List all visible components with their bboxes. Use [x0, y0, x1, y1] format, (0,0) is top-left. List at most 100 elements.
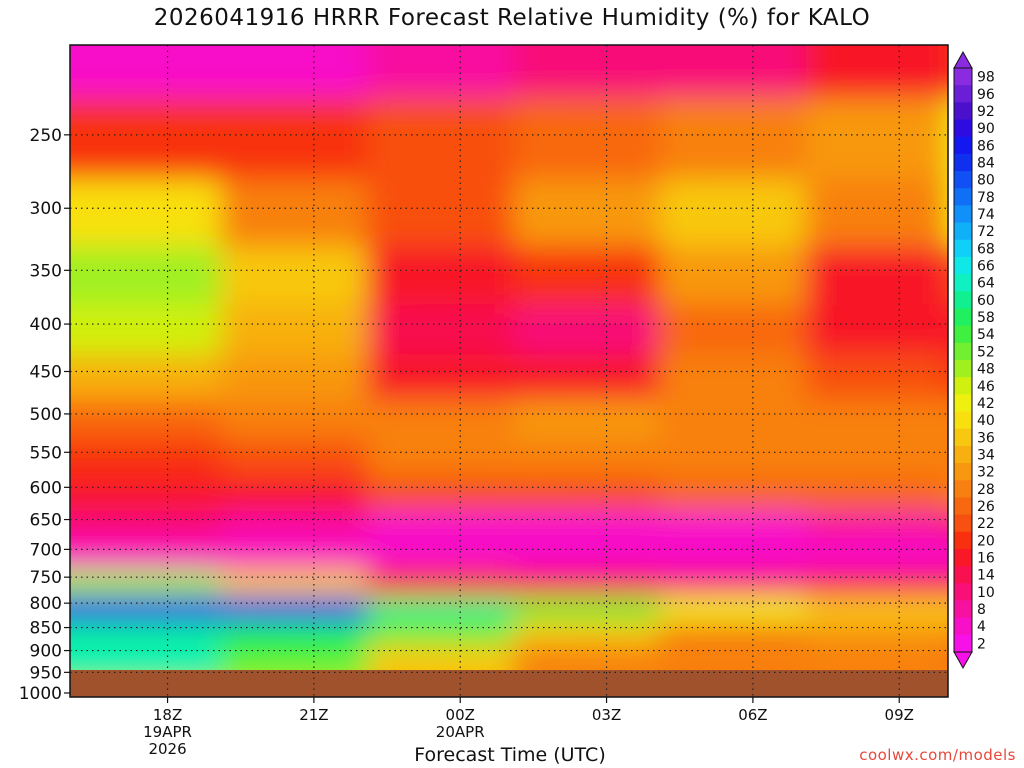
heatmap-cell — [0, 464, 29, 510]
y-tick-label: 550 — [30, 443, 62, 463]
heatmap-cell — [0, 656, 29, 685]
colorbar-label: 46 — [977, 379, 995, 395]
y-tick-label: 800 — [30, 594, 62, 614]
colorbar-label: 42 — [977, 396, 995, 412]
colorbar-swatch — [954, 480, 972, 498]
y-tick-label: 250 — [30, 126, 62, 146]
colorbar-label: 34 — [977, 447, 995, 463]
colorbar-swatch — [954, 445, 972, 464]
colorbar-swatch — [954, 583, 972, 601]
heatmap-cell — [0, 342, 29, 399]
colorbar-label: 86 — [977, 138, 995, 154]
heatmap-cell — [0, 529, 29, 570]
x-tick-label: 03Z — [592, 706, 621, 724]
y-tick-label: 650 — [30, 511, 62, 531]
colorbar-swatch — [954, 308, 972, 327]
heatmap-cell — [0, 633, 29, 667]
colorbar-label: 36 — [977, 430, 995, 446]
colorbar-swatch — [954, 102, 972, 121]
colorbar-swatch — [954, 136, 972, 155]
colorbar-frame — [953, 67, 973, 653]
colorbar-swatch — [954, 325, 972, 344]
x-tick-label: 21Z — [299, 706, 328, 724]
heatmap-cell — [0, 584, 29, 621]
chart-title: 2026041916 HRRR Forecast Relative Humidi… — [153, 5, 871, 31]
colorbar-swatch — [954, 497, 972, 516]
colorbar-bottom-arrow — [953, 651, 973, 670]
gridlines — [70, 45, 948, 697]
heatmap-cell — [806, 167, 948, 247]
colorbar-swatch — [954, 463, 972, 481]
colorbar-label: 28 — [977, 482, 995, 498]
colorbar-label: 78 — [977, 190, 995, 206]
heatmap-cell — [0, 234, 29, 304]
colorbar-swatch — [954, 171, 972, 189]
heatmap-cell — [0, 292, 29, 354]
colorbar-label: 2 — [977, 636, 986, 652]
colorbar-swatch — [954, 291, 972, 309]
colorbar-swatch — [954, 205, 972, 224]
colorbar-swatch — [954, 566, 972, 584]
colorbar-swatch — [954, 600, 972, 619]
colorbar-swatch — [954, 119, 972, 138]
colorbar-label: 98 — [977, 70, 995, 86]
y-axis: 250 300 350 400 450 500 550 600 650 700 750 800 850 9… — [19, 126, 70, 704]
colorbar-swatch — [954, 274, 972, 292]
y-tick-label: 500 — [30, 405, 62, 425]
colorbar-swatch — [954, 85, 972, 103]
colorbar-label: 54 — [977, 327, 995, 343]
y-tick-label: 350 — [30, 261, 62, 281]
colorbar-label: 48 — [977, 362, 995, 378]
colorbar-label: 64 — [977, 276, 995, 292]
colorbar-swatch — [954, 411, 972, 430]
colorbar-label: 14 — [977, 568, 995, 584]
colorbar-label: 10 — [977, 585, 995, 601]
colorbar-swatch — [954, 188, 972, 206]
colorbar-label: 74 — [977, 207, 995, 223]
y-tick-label: 950 — [30, 663, 62, 683]
heatmap-cell — [948, 673, 1024, 697]
colorbar-label: 52 — [977, 344, 995, 360]
colorbar-label: 90 — [977, 121, 995, 137]
colorbar-swatch — [954, 222, 972, 241]
x-tick-date-label: 19APR — [143, 723, 192, 741]
y-tick-label: 400 — [30, 315, 62, 335]
colorbar-swatch — [954, 531, 972, 550]
heatmap-cell — [0, 387, 29, 439]
colorbar-swatch — [954, 634, 972, 653]
colorbar-label: 16 — [977, 551, 995, 567]
x-tick-year-label: 2026 — [148, 740, 186, 758]
y-tick-label: 700 — [30, 540, 62, 560]
x-axis-label: Forecast Time (UTC) — [414, 744, 606, 766]
colorbar: 9896929086848078747268666460585452484642… — [953, 50, 995, 670]
heatmap-cell — [0, 498, 29, 541]
heatmap-cell — [0, 86, 29, 179]
x-tick-label: 18Z — [153, 706, 182, 724]
colorbar-label: 20 — [977, 533, 995, 549]
heatmap-cell — [0, 167, 29, 246]
colorbar-label: 68 — [977, 241, 995, 257]
colorbar-swatch — [954, 514, 972, 533]
y-tick-label: 300 — [30, 199, 62, 219]
x-tick-label: 09Z — [885, 706, 914, 724]
colorbar-label: 80 — [977, 173, 995, 189]
colorbar-swatch — [954, 153, 972, 172]
colorbar-label: 92 — [977, 104, 995, 120]
y-tick-label: 850 — [30, 619, 62, 639]
colorbar-label: 32 — [977, 465, 995, 481]
x-tick-date-label: 20APR — [436, 723, 485, 741]
heatmap-cell — [0, 0, 29, 98]
x-tick-label: 00Z — [446, 706, 475, 724]
colorbar-swatch — [954, 239, 972, 258]
colorbar-label: 66 — [977, 259, 995, 275]
colorbar-swatch — [954, 394, 972, 413]
colorbar-label: 8 — [977, 602, 986, 618]
heatmap-cell — [0, 610, 29, 646]
y-tick-label: 900 — [30, 642, 62, 662]
colorbar-swatch — [954, 617, 972, 636]
y-tick-label: 1000 — [19, 684, 62, 704]
colorbar-swatch — [954, 256, 972, 275]
colorbar-swatch — [954, 548, 972, 567]
colorbar-label: 40 — [977, 413, 995, 429]
colorbar-swatch — [954, 68, 972, 86]
